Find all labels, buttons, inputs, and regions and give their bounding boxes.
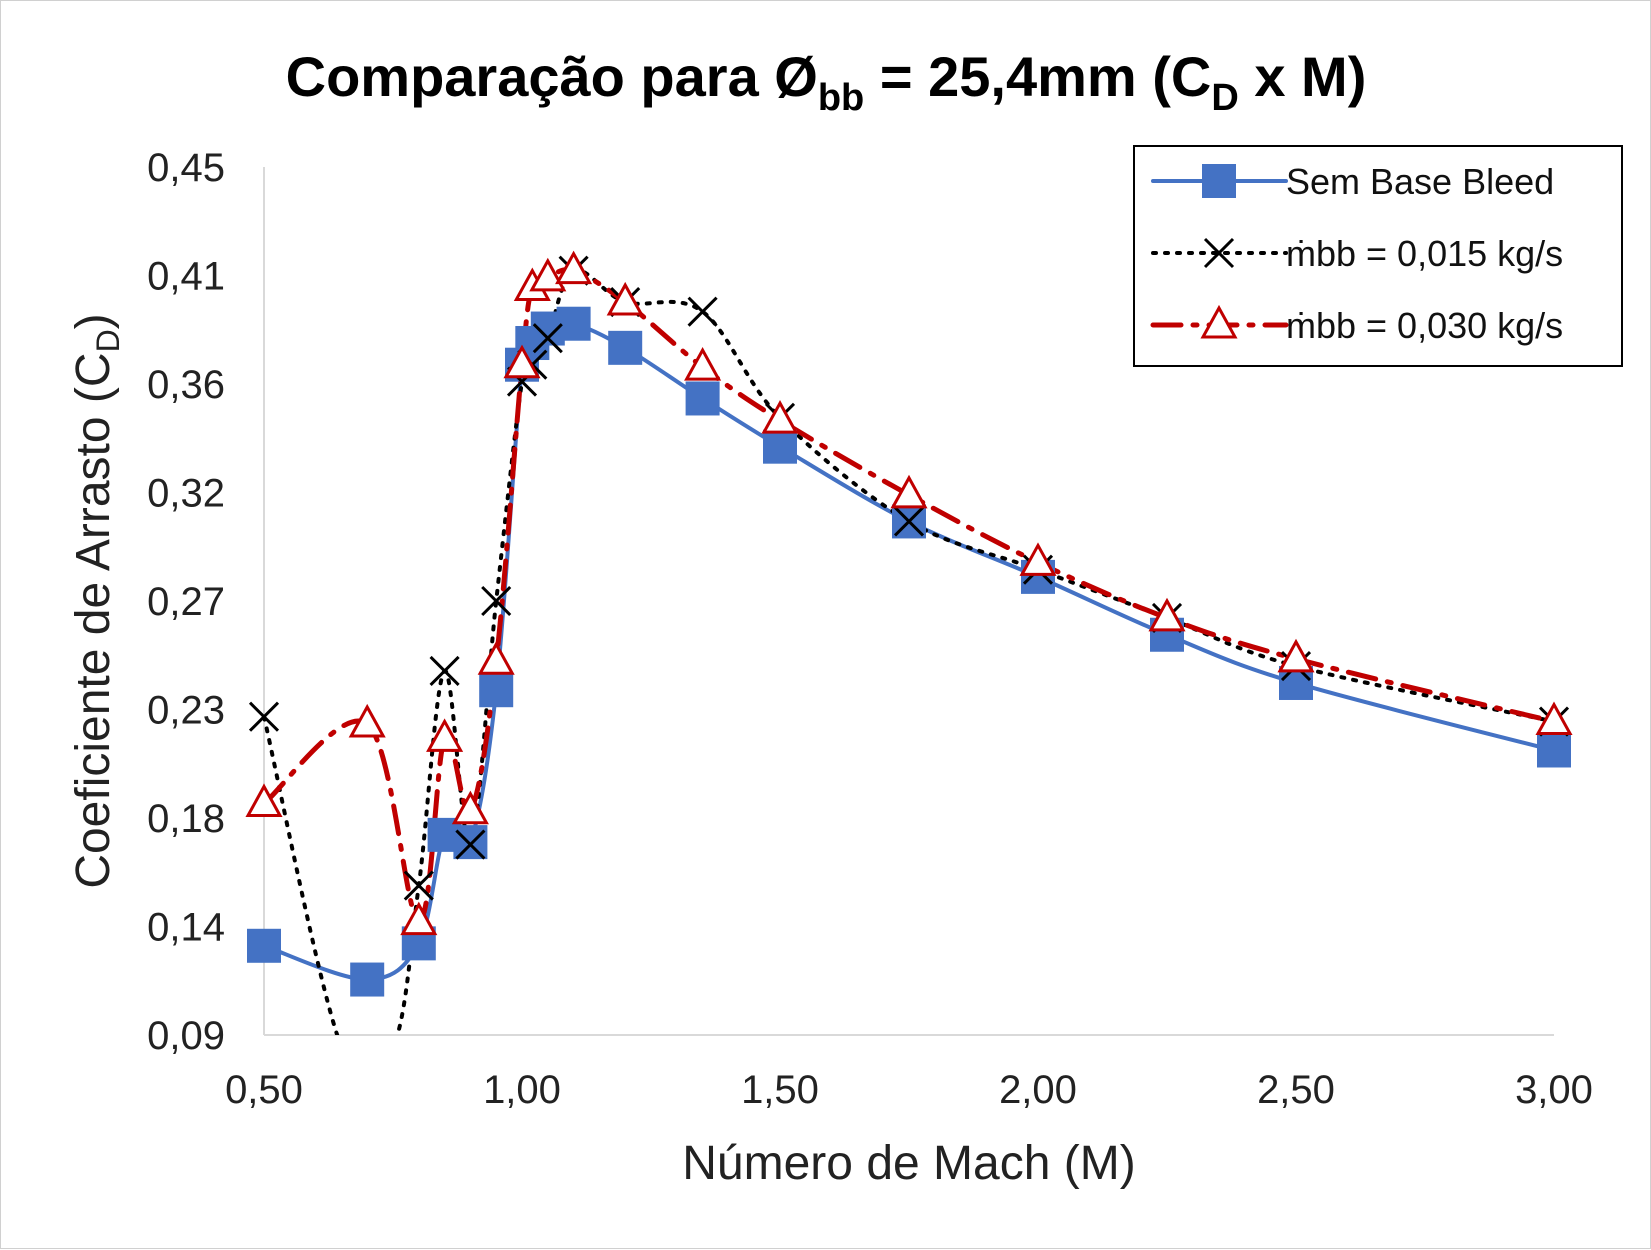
series-2-point [429, 655, 460, 686]
series-1-point [453, 825, 488, 860]
series-lines [261, 267, 1557, 1035]
series-1-point [247, 928, 281, 963]
y-tick-label: 0,23 [147, 689, 225, 733]
y-tick-label: 0,32 [147, 472, 225, 516]
series-2-point [532, 323, 563, 354]
series-3-point [245, 783, 283, 818]
y-axis-title: Coeficiente de Arrasto (CD) [67, 313, 126, 888]
series-2-point [248, 701, 280, 732]
series-3-point [426, 718, 464, 752]
series-3-point [503, 344, 541, 379]
series-3-point [1535, 701, 1573, 736]
legend: Sem Base Bleed ṁbb = 0,015 kg/s ṁbb = 0,03… [1133, 145, 1623, 367]
y-tick-label: 0,09 [147, 1014, 225, 1058]
y-tick-label: 0,41 [147, 255, 225, 299]
legend-label-3: ṁbb = 0,030 kg/s [1286, 305, 1563, 346]
series-1-point [1537, 733, 1571, 768]
series-1-point [479, 673, 514, 708]
x-tick-label: 0,50 [225, 1068, 303, 1112]
legend-marker-2 [1203, 237, 1235, 269]
series-3-point [1277, 638, 1315, 673]
x-tick-labels: 0,50 1,00 1,50 2,00 2,50 3,00 [225, 1068, 1593, 1112]
series-3-point [348, 703, 386, 738]
x-tick-label: 2,00 [999, 1068, 1077, 1112]
series-3-point [890, 474, 928, 509]
series-3-point [451, 790, 489, 825]
y-tick-label: 0,18 [147, 797, 225, 841]
series-2-point [403, 870, 434, 901]
series-3-point [761, 400, 799, 434]
series-3-point [529, 257, 567, 292]
y-tick-labels: 0,45 0,41 0,36 0,32 0,27 0,23 0,18 0,14 0,09 [147, 146, 225, 1058]
legend-label-1: Sem Base Bleed [1286, 161, 1554, 202]
x-tick-label: 1,00 [483, 1068, 561, 1112]
series-1-point [685, 381, 720, 416]
y-tick-label: 0,27 [147, 580, 225, 624]
series-2-point [687, 296, 718, 327]
y-tick-label: 0,45 [147, 146, 225, 190]
series-3-point [684, 347, 722, 381]
series-3-point [555, 250, 593, 285]
series-markers [245, 250, 1573, 997]
series-line-1 [262, 320, 1556, 982]
series-1-point [608, 330, 643, 365]
series-1-point [350, 962, 385, 997]
series-1-point [556, 306, 591, 341]
series-2-point [481, 585, 512, 617]
series-3-point [1148, 597, 1186, 632]
x-tick-label: 1,50 [741, 1068, 819, 1112]
series-1-point [763, 429, 797, 464]
series-2-point [893, 506, 925, 537]
legend-marker-1 [1202, 164, 1236, 198]
legend-label-2: ṁbb = 0,015 kg/s [1286, 233, 1563, 274]
legend-marker-3 [1200, 304, 1238, 339]
y-tick-label: 0,14 [147, 906, 225, 950]
series-3-point [400, 901, 438, 936]
x-axis-title: Número de Mach (M) [682, 1137, 1135, 1190]
y-tick-label: 0,36 [147, 363, 225, 407]
series-3-point [606, 281, 644, 316]
chart-title: Comparação para Øbb = 25,4mm (CD x M) [286, 45, 1367, 119]
series-2-point [455, 829, 486, 860]
x-tick-label: 3,00 [1515, 1068, 1593, 1112]
series-3-point [1019, 542, 1057, 576]
x-tick-label: 2,50 [1257, 1068, 1335, 1112]
series-3-point [477, 641, 515, 675]
